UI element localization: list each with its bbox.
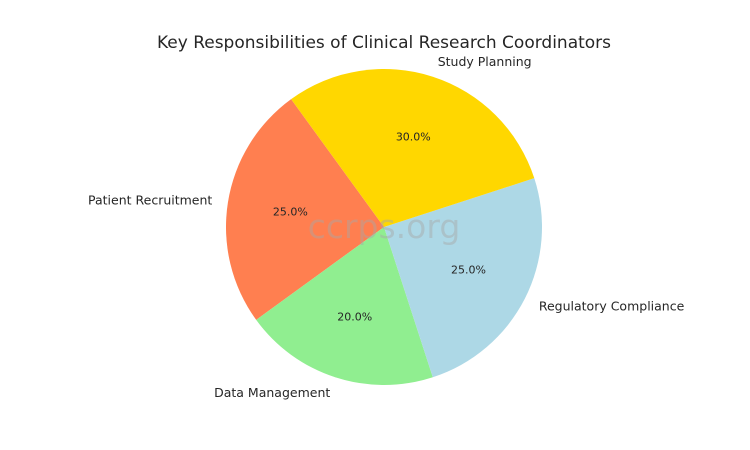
pie-slice-data-management xyxy=(256,227,433,385)
percent-label-regulatory-compliance: 25.0% xyxy=(451,264,486,277)
slice-label-study-planning: Study Planning xyxy=(438,54,532,69)
percent-label-data-management: 20.0% xyxy=(337,311,372,324)
slice-label-regulatory-compliance: Regulatory Compliance xyxy=(539,298,685,313)
watermark-text: ccrps.org xyxy=(308,207,461,246)
slice-label-patient-recruitment: Patient Recruitment xyxy=(88,192,212,207)
pie-slices xyxy=(226,69,542,385)
pie-slice-study-planning xyxy=(291,69,535,227)
chart-title: Key Responsibilities of Clinical Researc… xyxy=(157,33,611,53)
pie-slice-patient-recruitment xyxy=(226,99,384,320)
slice-label-data-management: Data Management xyxy=(214,385,330,400)
pie-slice-regulatory-compliance xyxy=(384,178,542,378)
pie-labels: Patient Recruitment 25.0% Data Management 2… xyxy=(88,54,685,400)
percent-label-study-planning: 30.0% xyxy=(396,130,431,143)
percent-label-patient-recruitment: 25.0% xyxy=(273,206,308,219)
